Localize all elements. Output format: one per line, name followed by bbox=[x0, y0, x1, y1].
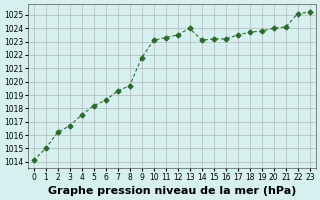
X-axis label: Graphe pression niveau de la mer (hPa): Graphe pression niveau de la mer (hPa) bbox=[48, 186, 296, 196]
